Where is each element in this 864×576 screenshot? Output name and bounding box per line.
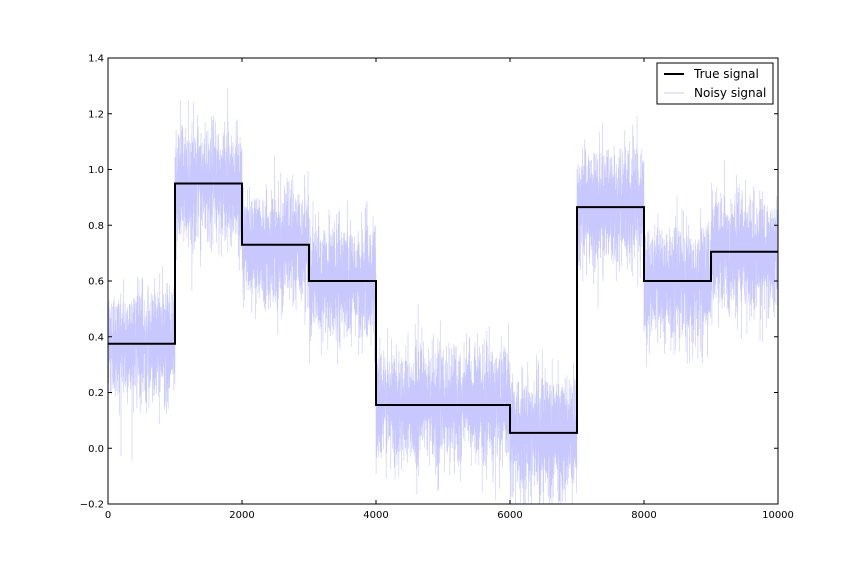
y-tick-label: 0.8	[88, 221, 104, 232]
legend: True signal Noisy signal	[656, 62, 774, 105]
y-tick-label: 0.4	[88, 332, 104, 343]
y-tick-label: 0.6	[88, 277, 104, 288]
true-signal-series	[108, 182, 778, 434]
x-tick-label: 2000	[229, 510, 254, 521]
legend-noisy-signal-label: Noisy signal	[694, 86, 766, 100]
y-tick-label: 1.4	[88, 54, 104, 65]
x-tick-label: 4000	[363, 510, 388, 521]
x-tick-label: 8000	[631, 510, 656, 521]
true-signal-line	[108, 182, 778, 434]
x-tick-label: 0	[105, 510, 111, 521]
y-tick-label: 0.0	[88, 444, 104, 455]
noisy-signal-line	[108, 87, 778, 504]
y-tick-label: 0.2	[88, 388, 104, 399]
legend-true-signal-label: True signal	[693, 67, 759, 81]
x-axis: 0 2000 4000 6000 8000 10000	[105, 58, 794, 521]
y-tick-label: 1.2	[88, 109, 104, 120]
y-axis: −0.2 0.0 0.2 0.4 0.6 0.8 1.0 1.2 1.4	[80, 54, 778, 511]
noisy-signal-series	[108, 87, 778, 504]
y-tick-label: 1.0	[88, 165, 104, 176]
x-tick-label: 6000	[497, 510, 522, 521]
y-tick-label: −0.2	[80, 500, 104, 511]
x-tick-label: 10000	[762, 510, 794, 521]
legend-box	[656, 62, 774, 105]
